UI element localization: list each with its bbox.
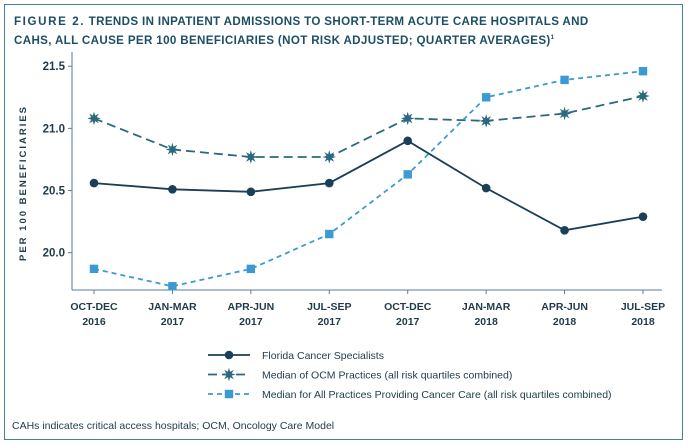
legend-marker <box>224 350 234 360</box>
y-tick-label: 21.0 <box>43 123 65 135</box>
x-tick-label-period: OCT-DEC <box>384 301 432 313</box>
series-1 <box>89 136 648 235</box>
x-tick-label: JAN-MAR 2018 <box>462 301 511 328</box>
x-tick-label: JUL-SEP 2017 <box>307 301 351 328</box>
title-line-2: CAHS, ALL CAUSE PER 100 BENEFICIARIES (N… <box>14 34 551 47</box>
x-tick-label-year: 2017 <box>318 316 342 328</box>
data-point <box>168 282 177 291</box>
legend-marker <box>222 367 236 382</box>
data-point <box>636 89 650 103</box>
legend-marker <box>224 389 234 399</box>
data-point <box>246 187 256 197</box>
data-point <box>325 229 334 239</box>
chart-axes: 20.0 20.5 21.0 21.5 PER 100 BENEFICIARIES OCT… <box>18 52 665 328</box>
y-axis-label: PER 100 BENEFICIARIES <box>18 105 29 261</box>
chart-legend: Florida Cancer Specialists Median of OCM … <box>208 350 612 401</box>
x-tick-label-year: 2017 <box>239 316 263 328</box>
title-footnote-marker: 1 <box>550 35 555 41</box>
x-tick-label: APR-JUN 2018 <box>541 301 588 328</box>
data-point <box>400 111 415 126</box>
data-point <box>638 66 648 76</box>
data-point <box>557 106 572 121</box>
x-tick-label-period: APR-JUN <box>228 301 275 313</box>
y-tick-label: 21.5 <box>43 61 66 73</box>
x-tick-label: APR-JUN 2017 <box>228 301 275 328</box>
x-tick-label: OCT-DEC 2017 <box>384 301 432 328</box>
data-point <box>89 264 99 274</box>
data-point <box>481 183 491 193</box>
data-point <box>246 264 256 274</box>
data-point <box>403 136 413 146</box>
legend-label: Florida Cancer Specialists <box>262 350 384 362</box>
legend-label: Median of OCM Practices (all risk quarti… <box>262 370 512 382</box>
data-point <box>479 114 493 128</box>
x-tick-label-year: 2018 <box>474 316 498 328</box>
x-tick-label-year: 2016 <box>82 316 106 328</box>
x-tick-label-year: 2017 <box>161 316 185 328</box>
series-2 <box>87 89 650 164</box>
data-point <box>403 170 412 179</box>
x-tick-label: JUL-SEP 2018 <box>621 301 665 328</box>
data-point <box>244 150 258 164</box>
series-line <box>93 70 644 288</box>
data-point <box>560 226 569 235</box>
chart-series <box>87 66 650 291</box>
data-point <box>168 184 177 194</box>
figure-title: FIGURE 2. TRENDS IN INPATIENT ADMISSIONS… <box>14 13 614 49</box>
data-point <box>165 142 180 157</box>
series-line <box>93 95 644 158</box>
y-tick-label: 20.5 <box>43 186 66 198</box>
x-tick-label-period: OCT-DEC <box>70 301 118 313</box>
data-point <box>89 178 99 188</box>
y-tick-label: 20.0 <box>43 248 65 260</box>
x-tick-label-year: 2017 <box>396 316 420 328</box>
title-line-1: TRENDS IN INPATIENT ADMISSIONS TO SHORT-… <box>88 15 589 28</box>
x-tick-label-period: JUL-SEP <box>307 301 351 313</box>
legend-item-1: Florida Cancer Specialists <box>208 350 384 362</box>
legend-item-2: Median of OCM Practices (all risk quarti… <box>208 367 512 382</box>
data-point <box>638 212 648 221</box>
x-tick-label-year: 2018 <box>553 316 577 328</box>
figure-frame <box>4 4 683 440</box>
x-tick-label: JAN-MAR 2017 <box>148 301 197 328</box>
data-point <box>481 93 491 102</box>
figure-number: FIGURE 2. <box>14 15 86 28</box>
x-tick-label-period: JUL-SEP <box>621 301 665 313</box>
x-tick-label-period: JAN-MAR <box>462 301 511 313</box>
data-point <box>322 150 337 164</box>
x-tick-label-period: JAN-MAR <box>148 301 197 313</box>
series-line <box>93 139 644 232</box>
x-tick-label-year: 2018 <box>631 316 655 328</box>
data-point <box>560 75 569 85</box>
legend-item-3: Median for All Practices Providing Cance… <box>208 389 612 401</box>
legend-label: Median for All Practices Providing Cance… <box>262 389 612 401</box>
footnote: CAHs indicates critical access hospitals… <box>12 420 335 432</box>
data-point <box>87 111 101 126</box>
data-point <box>324 178 334 188</box>
x-tick-label: OCT-DEC 2016 <box>70 301 118 328</box>
x-tick-label-period: APR-JUN <box>541 301 588 313</box>
series-3 <box>89 66 648 291</box>
